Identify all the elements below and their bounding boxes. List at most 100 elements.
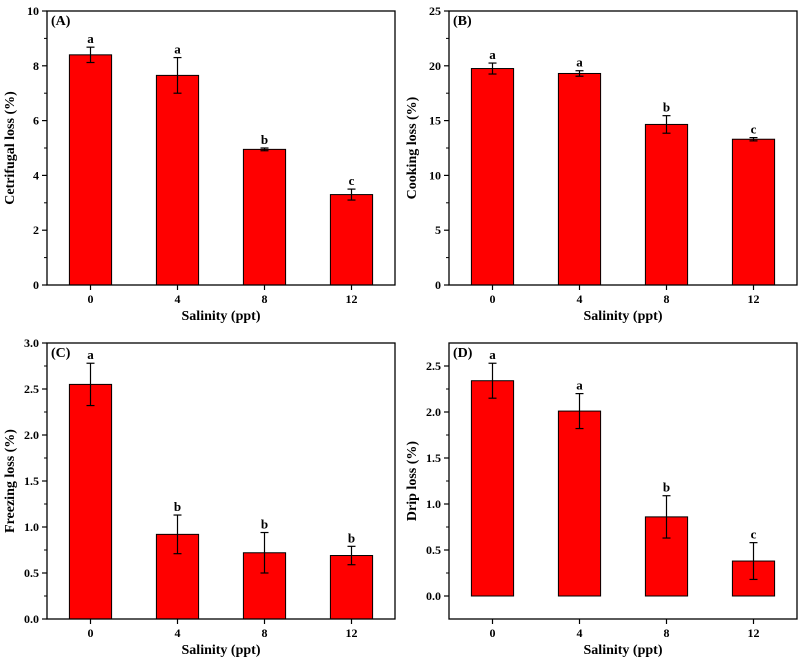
significance-label: a	[174, 42, 181, 57]
error-bar-8	[662, 115, 671, 134]
significance-label: a	[576, 378, 583, 393]
significance-label: b	[174, 499, 181, 514]
significance-label: c	[751, 122, 757, 137]
y-tick-label: 20	[429, 59, 441, 73]
x-axis-title: Salinity (ppt)	[182, 643, 261, 658]
panel-1: a a b c 0 2 4 6 8 10 0 4 8 12 (A) Salinity (ppt) Cetrifu…	[3, 4, 396, 324]
bar-12	[731, 138, 776, 286]
bar-8	[644, 123, 689, 286]
y-axis-title: Drip loss (%)	[405, 441, 420, 521]
bar-4	[557, 72, 602, 286]
panel-3: a b b b 0.0 0.5 1.0 1.5 2.0 2.5 3.0 0 4 8 12 (C) Salinit…	[3, 336, 396, 658]
x-tick-label: 8	[664, 292, 670, 306]
x-tick-label: 0	[88, 292, 94, 306]
y-tick-label: 2.5	[24, 382, 39, 396]
significance-label: b	[261, 132, 268, 147]
bar-8	[242, 148, 287, 286]
bar-0	[470, 68, 515, 286]
y-axis-title: Cetrifugal loss (%)	[3, 91, 18, 205]
y-tick-label: 4	[33, 168, 39, 182]
panel-label: (B)	[453, 14, 472, 29]
bar-0	[68, 54, 113, 286]
y-tick-label: 10	[27, 4, 39, 18]
significance-label: a	[87, 31, 94, 46]
y-tick-label: 0.5	[24, 566, 39, 580]
error-bar-0	[488, 62, 497, 75]
y-tick-label: 15	[429, 114, 441, 128]
x-tick-label: 4	[577, 626, 583, 640]
y-tick-label: 6	[33, 114, 39, 128]
x-axis-title: Salinity (ppt)	[584, 309, 663, 324]
x-tick-label: 12	[748, 626, 760, 640]
y-tick-label: 1.0	[24, 520, 39, 534]
y-axis-title: Cooking loss (%)	[405, 96, 420, 199]
significance-label: b	[663, 100, 670, 115]
panel-2: a a b c 0 5 10 15 20 25 0 4 8 12 (B) Salinity (ppt) Cook…	[405, 4, 798, 324]
significance-label: c	[751, 527, 757, 542]
error-bar-4	[575, 70, 584, 77]
y-tick-label: 0.0	[24, 612, 39, 626]
x-axis-title: Salinity (ppt)	[182, 309, 261, 324]
error-bar-0	[86, 46, 95, 64]
y-tick-label: 2.0	[426, 405, 441, 419]
bar-4	[155, 74, 200, 286]
x-tick-label: 4	[175, 292, 181, 306]
error-bar-8	[260, 531, 269, 574]
x-tick-label: 4	[175, 626, 181, 640]
error-bar-12	[749, 542, 758, 581]
bar-0	[68, 383, 113, 620]
y-tick-label: 0.5	[426, 543, 441, 557]
error-bar-12	[347, 188, 356, 201]
y-tick-label: 1.5	[24, 474, 39, 488]
y-tick-label: 0	[435, 278, 441, 292]
y-tick-label: 1.5	[426, 451, 441, 465]
bar-12	[329, 194, 374, 286]
error-bar-4	[173, 514, 182, 555]
x-tick-label: 0	[490, 292, 496, 306]
significance-label: a	[87, 347, 94, 362]
significance-label: b	[261, 517, 268, 532]
panel-label: (C)	[51, 346, 71, 361]
x-tick-label: 12	[748, 292, 760, 306]
bar-0	[470, 380, 515, 597]
x-tick-label: 8	[262, 292, 268, 306]
error-bar-4	[575, 393, 584, 430]
x-tick-label: 8	[664, 626, 670, 640]
error-bar-0	[488, 362, 497, 399]
y-tick-label: 2	[33, 223, 39, 237]
error-bar-12	[749, 136, 758, 142]
y-tick-label: 25	[429, 4, 441, 18]
significance-label: b	[663, 480, 670, 495]
y-axis-title: Freezing loss (%)	[3, 429, 18, 533]
panel-label: (D)	[453, 346, 473, 361]
y-tick-label: 0	[33, 278, 39, 292]
panel-4: a a b c 0.0 0.5 1.0 1.5 2.0 2.5 0 4 8 12 (D) Salinity (…	[405, 342, 798, 658]
y-tick-label: 5	[435, 223, 441, 237]
bar-12	[329, 555, 374, 620]
x-tick-label: 4	[577, 292, 583, 306]
significance-label: a	[576, 55, 583, 70]
y-tick-label: 0.0	[426, 589, 441, 603]
x-tick-label: 0	[490, 626, 496, 640]
x-tick-label: 12	[346, 626, 358, 640]
error-bar-0	[86, 362, 95, 407]
bar-4	[557, 410, 602, 597]
y-tick-label: 10	[429, 168, 441, 182]
x-axis-title: Salinity (ppt)	[584, 643, 663, 658]
error-bar-12	[347, 545, 356, 566]
y-tick-label: 2.5	[426, 359, 441, 373]
significance-label: a	[489, 347, 496, 362]
error-bar-8	[260, 147, 269, 152]
panel-label: (A)	[51, 14, 71, 29]
significance-label: a	[489, 47, 496, 62]
x-tick-label: 0	[88, 626, 94, 640]
x-tick-label: 8	[262, 626, 268, 640]
x-tick-label: 12	[346, 292, 358, 306]
y-tick-label: 8	[33, 59, 39, 73]
significance-label: c	[349, 173, 355, 188]
y-tick-label: 2.0	[24, 428, 39, 442]
y-tick-label: 1.0	[426, 497, 441, 511]
significance-label: b	[348, 530, 355, 545]
error-bar-8	[662, 495, 671, 539]
